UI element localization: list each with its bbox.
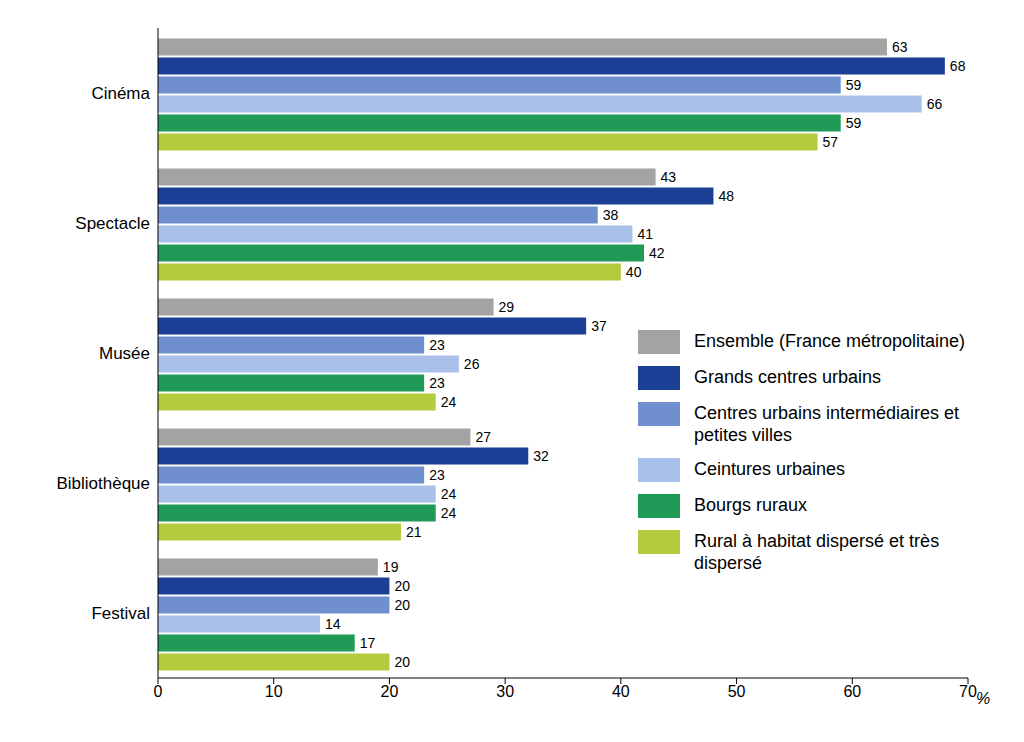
html-text:Bourgs ruraux: Bourgs ruraux — [694, 495, 808, 515]
svg-text:60: 60 — [843, 683, 861, 700]
svg-text:Musée: Musée — [99, 344, 150, 363]
svg-text:38: 38 — [603, 207, 619, 223]
svg-text:24: 24 — [441, 486, 457, 502]
svg-text:23: 23 — [429, 337, 445, 353]
svg-text:20: 20 — [381, 683, 399, 700]
svg-text:70: 70 — [959, 683, 977, 700]
svg-text:32: 32 — [533, 448, 549, 464]
svg-text:43: 43 — [661, 169, 677, 185]
svg-text:Cinéma: Cinéma — [91, 84, 150, 103]
svg-text:19: 19 — [383, 559, 399, 575]
svg-text:66: 66 — [927, 96, 943, 112]
svg-text:30: 30 — [496, 683, 514, 700]
svg-text:26: 26 — [464, 356, 480, 372]
svg-text:10: 10 — [265, 683, 283, 700]
svg-text:20: 20 — [394, 597, 410, 613]
svg-text:59: 59 — [846, 115, 862, 131]
svg-text:23: 23 — [429, 375, 445, 391]
html-text:Centres urbains intermédiaires: Centres urbains intermédiaires et petite… — [694, 403, 960, 445]
svg-text:29: 29 — [499, 299, 515, 315]
svg-text:40: 40 — [612, 683, 630, 700]
svg-text:57: 57 — [823, 134, 839, 150]
svg-text:Festival: Festival — [91, 604, 150, 623]
svg-text:20: 20 — [394, 654, 410, 670]
svg-text:23: 23 — [429, 467, 445, 483]
svg-text:24: 24 — [441, 505, 457, 521]
svg-text:24: 24 — [441, 394, 457, 410]
svg-text:%: % — [976, 690, 990, 707]
svg-text:20: 20 — [394, 578, 410, 594]
svg-text:Spectacle: Spectacle — [75, 214, 150, 233]
html-text:Ceintures urbaines: Ceintures urbaines — [694, 459, 846, 479]
html-text:Ensemble (France métropolitain: Ensemble (France métropolitaine) — [694, 331, 966, 351]
svg-text:37: 37 — [591, 318, 607, 334]
svg-text:17: 17 — [360, 635, 376, 651]
svg-text:0: 0 — [154, 683, 163, 700]
svg-text:48: 48 — [718, 188, 734, 204]
svg-text:42: 42 — [649, 245, 665, 261]
svg-text:41: 41 — [637, 226, 653, 242]
html-text:Rural à habitat dispersé et tr: Rural à habitat dispersé et très dispers… — [694, 531, 940, 573]
svg-text:50: 50 — [728, 683, 746, 700]
svg-text:68: 68 — [950, 58, 966, 74]
svg-text:40: 40 — [626, 264, 642, 280]
html-text:Grands centres urbains: Grands centres urbains — [694, 367, 882, 387]
svg-text:27: 27 — [475, 429, 491, 445]
svg-text:Bibliothèque: Bibliothèque — [56, 474, 150, 493]
svg-text:59: 59 — [846, 77, 862, 93]
svg-text:63: 63 — [892, 39, 908, 55]
svg-text:14: 14 — [325, 616, 341, 632]
svg-text:21: 21 — [406, 524, 422, 540]
